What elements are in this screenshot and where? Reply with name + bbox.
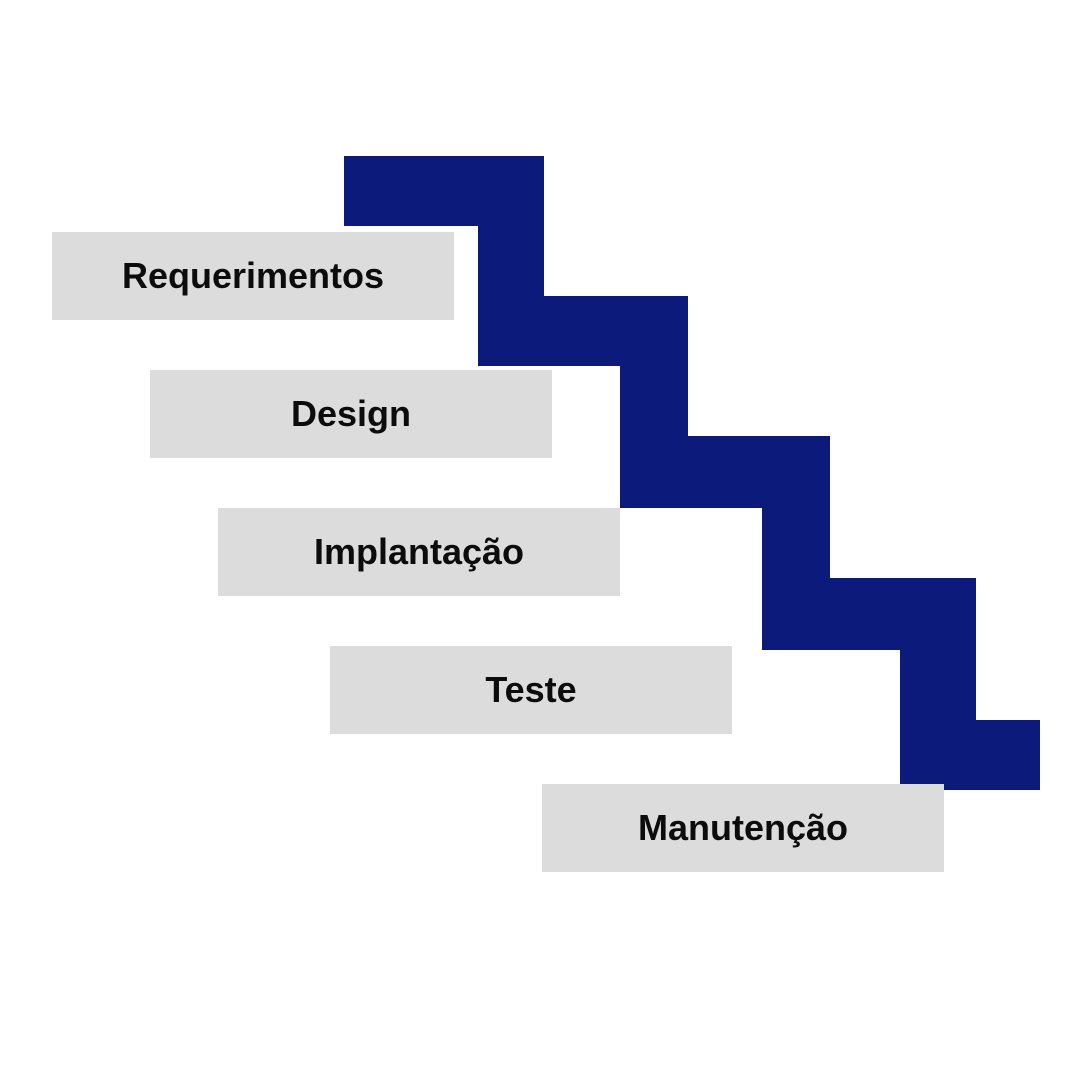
stage-label: Design — [291, 393, 411, 435]
stage-teste: Teste — [330, 646, 732, 734]
stage-requerimentos: Requerimentos — [52, 232, 454, 320]
stage-label: Implantação — [314, 531, 524, 573]
stage-manutencao: Manutenção — [542, 784, 944, 872]
stage-implantacao: Implantação — [218, 508, 620, 596]
stage-label: Requerimentos — [122, 255, 384, 297]
stage-design: Design — [150, 370, 552, 458]
stage-label: Teste — [485, 669, 576, 711]
stage-label: Manutenção — [638, 807, 848, 849]
